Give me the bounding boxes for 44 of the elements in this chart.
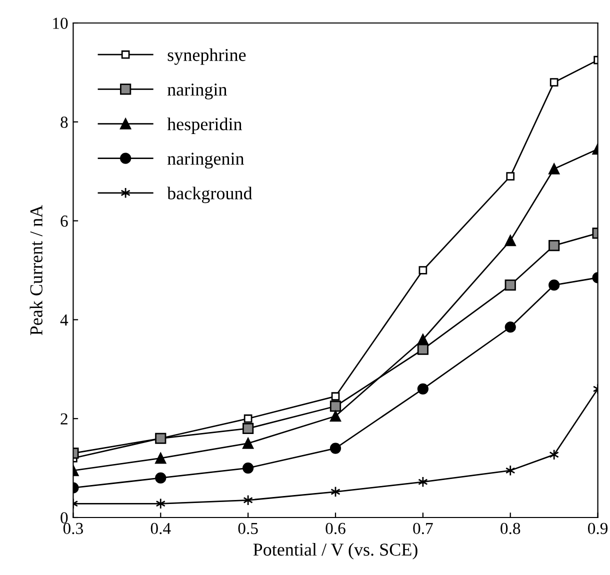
- legend-label: naringin: [168, 84, 227, 100]
- y-axis-title: Peak Current / nA: [30, 204, 42, 336]
- point: [242, 438, 254, 449]
- point: [417, 334, 428, 346]
- point: [330, 442, 342, 454]
- x-axis-title: Potential / V (vs. SCE): [253, 543, 418, 560]
- point: [548, 240, 560, 252]
- point: [505, 464, 516, 476]
- x-tick-label: 0.4: [150, 522, 171, 534]
- point: [418, 266, 428, 274]
- point: [155, 452, 166, 464]
- point: [330, 410, 342, 422]
- x-tick-label: 0.3: [63, 522, 83, 534]
- y-tick-label: 0: [60, 512, 68, 524]
- point: [504, 322, 516, 333]
- y-tick-label: 10: [53, 18, 68, 29]
- point: [242, 462, 254, 474]
- x-tick-label: 0.7: [413, 522, 433, 534]
- legend-label: synephrine: [168, 48, 246, 65]
- y-tick-label: 8: [60, 116, 68, 128]
- point: [418, 476, 428, 488]
- point: [244, 414, 252, 423]
- point: [548, 163, 560, 174]
- x-tick-label: 0.9: [588, 522, 608, 534]
- point: [506, 172, 515, 180]
- x-tick-label: 0.5: [238, 522, 258, 534]
- point: [504, 280, 516, 291]
- x-tick-label: 0.6: [326, 522, 346, 534]
- y-tick-label: 6: [60, 216, 68, 227]
- point: [417, 383, 428, 394]
- point: [548, 280, 560, 291]
- legend-label: hesperidin: [167, 118, 242, 134]
- point: [504, 235, 516, 246]
- point: [330, 400, 342, 412]
- point: [242, 422, 254, 434]
- point: [417, 344, 428, 355]
- y-tick-label: 4: [60, 314, 68, 326]
- x-tick-label: 0.8: [500, 522, 520, 534]
- point: [331, 392, 340, 401]
- legend-label: background: [167, 186, 252, 204]
- legend-label: naringenin: [168, 152, 244, 169]
- point: [155, 472, 166, 484]
- point: [550, 78, 558, 87]
- y-tick-label: 2: [60, 413, 68, 424]
